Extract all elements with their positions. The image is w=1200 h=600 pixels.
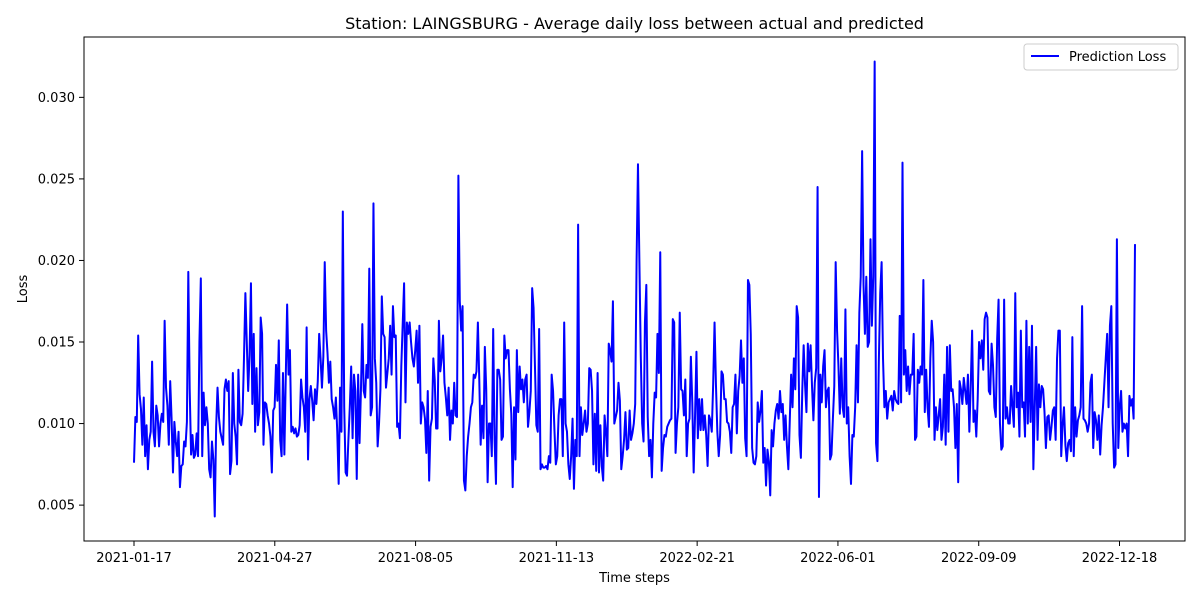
x-tick-label: 2022-09-09 (941, 551, 1017, 566)
y-tick-label: 0.015 (38, 336, 75, 351)
series-layer (133, 60, 1136, 518)
x-axis: 2021-01-17 2021-04-27 2021-08-05 2021-11-13… (96, 541, 1157, 566)
plot-area (83, 36, 1186, 542)
axes-frame (83, 36, 1186, 542)
y-tick-label: 0.020 (38, 254, 75, 269)
x-tick-label: 2022-06-01 (800, 551, 876, 566)
x-tick-label: 2021-01-17 (96, 551, 172, 566)
y-tick-label: 0.010 (38, 417, 75, 432)
x-tick-label: 2022-02-21 (659, 551, 735, 566)
series-line-prediction-loss (133, 60, 1136, 518)
legend: Prediction Loss (1023, 43, 1179, 71)
legend-label-prediction-loss: Prediction Loss (1069, 50, 1166, 65)
x-tick-label: 2021-04-27 (237, 551, 313, 566)
y-tick-label: 0.025 (38, 172, 75, 187)
y-tick-label: 0.030 (38, 91, 75, 106)
y-axis: 0.005 0.010 0.015 0.020 0.025 0.030 (38, 91, 84, 514)
x-tick-label: 2021-08-05 (378, 551, 454, 566)
x-axis-label: Time steps (598, 571, 670, 586)
x-tick-label: 2021-11-13 (519, 551, 595, 566)
chart-title: Station: LAINGSBURG - Average daily loss… (345, 14, 924, 33)
y-axis-label: Loss (16, 275, 31, 304)
legend-box (1023, 43, 1179, 71)
x-tick-label: 2022-12-18 (1082, 551, 1158, 566)
y-tick-label: 0.005 (38, 499, 75, 514)
